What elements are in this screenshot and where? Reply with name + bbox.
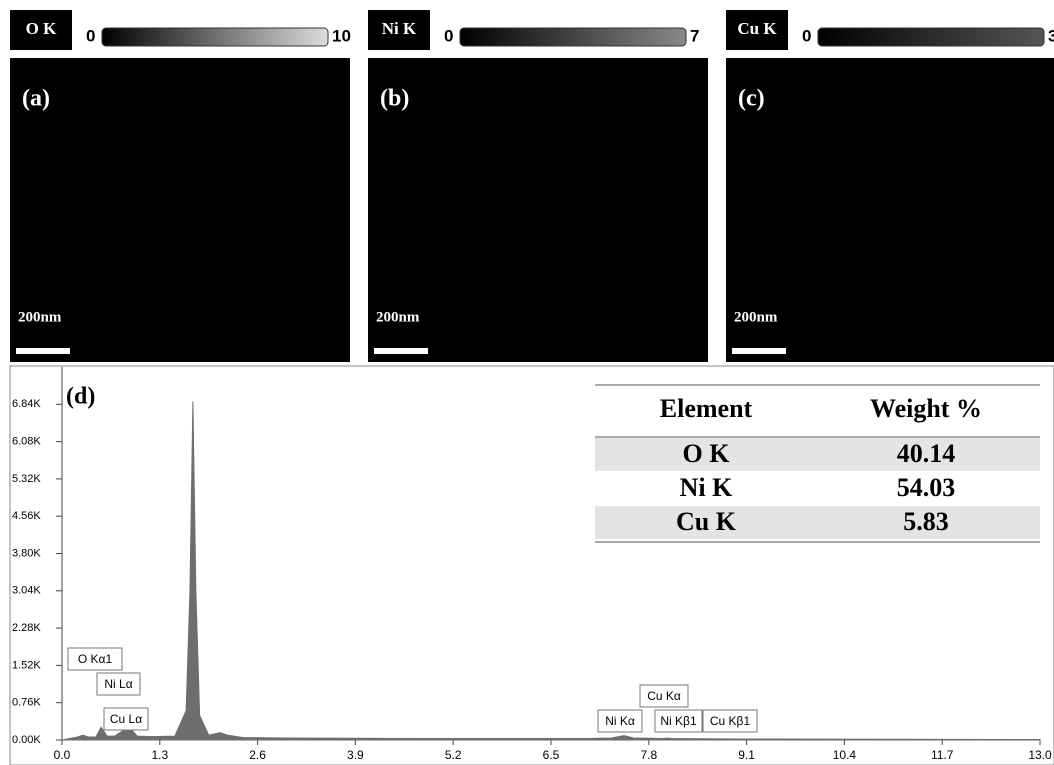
annotation: Ni Lα [104, 677, 132, 691]
x-tick-label: 11.7 [931, 748, 954, 762]
y-tick-label: 0.00K [12, 734, 41, 746]
x-tick-label: 0.0 [54, 748, 71, 762]
colorbar [459, 27, 687, 47]
table-cell: 5.83 [903, 507, 949, 536]
table-cell: Ni K [680, 473, 734, 502]
scale-label: 200nm [376, 309, 420, 325]
annotation-box [96, 672, 141, 696]
y-tick-label: 3.04K [12, 585, 41, 597]
scale-label: 200nm [734, 309, 778, 325]
scale-bar [16, 348, 70, 354]
x-tick-label: 1.3 [151, 748, 168, 762]
table-cell: O K [683, 439, 731, 468]
y-tick-label: 5.32K [12, 473, 41, 485]
spectrum-frame [9, 365, 1054, 765]
table-cell: 40.14 [897, 439, 956, 468]
table-header: Element [660, 394, 753, 423]
colorbar-min: 0 [802, 26, 811, 45]
y-tick-label: 6.84K [12, 398, 41, 410]
annotation: Cu Kβ1 [710, 714, 751, 728]
y-tick-label: 6.08K [12, 436, 41, 448]
panel-label: (b) [380, 86, 409, 112]
x-tick-label: 2.6 [249, 748, 266, 762]
annotation-box [654, 709, 703, 733]
element-label: Cu K [737, 19, 777, 38]
y-tick-label: 3.80K [12, 547, 41, 559]
colorbar [817, 27, 1045, 47]
annotation-box [67, 647, 123, 671]
colorbar-max: 3 [1048, 26, 1054, 45]
x-tick-label: 7.8 [640, 748, 657, 762]
element-label: O K [26, 19, 57, 38]
colorbar-min: 0 [86, 26, 95, 45]
colorbar-max: 7 [690, 26, 699, 45]
annotation-box [103, 707, 149, 731]
x-tick-label: 9.1 [738, 748, 755, 762]
x-tick-label: 5.2 [445, 748, 462, 762]
scale-label: 200nm [18, 309, 62, 325]
table-cell: 54.03 [897, 473, 956, 502]
y-tick-label: 1.52K [12, 659, 41, 671]
y-tick-label: 0.76K [12, 697, 41, 709]
spectrum [61, 401, 1041, 741]
colorbar-min: 0 [444, 26, 453, 45]
y-tick-label: 4.56K [12, 510, 41, 522]
annotation: Cu Kα [647, 689, 681, 703]
x-tick-label: 10.4 [833, 748, 857, 762]
colorbar [101, 27, 329, 47]
colorbar-max: 10 [332, 26, 351, 45]
annotation: Ni Kα [605, 714, 635, 728]
annotation-box [639, 684, 689, 708]
label-box [726, 10, 788, 50]
scale-bar [732, 348, 786, 354]
scale-bar [374, 348, 428, 354]
annotation: O Kα1 [78, 652, 113, 666]
panel-label: (c) [738, 86, 765, 112]
annotation: Cu Lα [110, 712, 142, 726]
table-header: Weight % [870, 394, 982, 423]
y-tick-label: 2.28K [12, 622, 41, 634]
table-row-bg [595, 506, 1040, 539]
x-tick-label: 3.9 [347, 748, 364, 762]
panel-label: (a) [22, 86, 50, 112]
label-box [10, 10, 72, 50]
element-label: Ni K [382, 19, 417, 38]
panel-label: (d) [66, 384, 95, 410]
label-box [368, 10, 430, 50]
annotation-box [597, 709, 643, 733]
annotation: Ni Kβ1 [660, 714, 697, 728]
table-row-bg [595, 438, 1040, 471]
x-tick-label: 13.0 [1028, 748, 1052, 762]
x-tick-label: 6.5 [543, 748, 560, 762]
annotation-box [702, 709, 758, 733]
table-cell: Cu K [676, 507, 737, 536]
